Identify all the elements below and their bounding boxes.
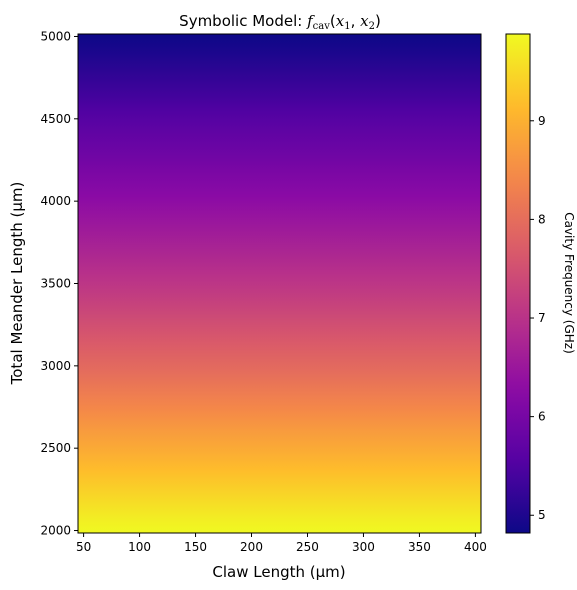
colorbar-tick-label: 6 (538, 410, 546, 424)
x-tick-label: 300 (352, 540, 375, 554)
x-axis-label: Claw Length (µm) (212, 563, 345, 581)
x-tick-label: 400 (464, 540, 487, 554)
colorbar-label: Cavity Frequency (GHz) (562, 212, 576, 354)
y-tick-label: 2500 (40, 441, 71, 455)
colorbar-tick-label: 9 (538, 114, 546, 128)
colorbar-tick-label: 5 (538, 508, 546, 522)
y-tick-label: 3500 (40, 277, 71, 291)
heatmap-area (78, 34, 481, 533)
y-axis: 2000 2500 3000 3500 4000 4500 5000 (40, 29, 78, 538)
x-tick-label: 200 (240, 540, 263, 554)
x-tick-label: 250 (296, 540, 319, 554)
colorbar-frame (505, 33, 531, 534)
x-axis: 50 100 150 200 250 300 350 400 (76, 533, 487, 554)
y-axis-label: Total Meander Length (µm) (8, 182, 26, 386)
chart-title: Symbolic Model: fcav(x1, x2) (179, 12, 381, 32)
y-tick-label: 4500 (40, 112, 71, 126)
x-tick-label: 150 (184, 540, 207, 554)
colorbar (506, 34, 530, 533)
y-tick-label: 4000 (40, 194, 71, 208)
x-tick-label: 350 (408, 540, 431, 554)
colorbar-axis: 5 6 7 8 9 (530, 114, 546, 522)
y-tick-label: 2000 (40, 524, 71, 538)
colorbar-tick-label: 8 (538, 212, 546, 226)
colorbar-tick-label: 7 (538, 311, 546, 325)
x-tick-label: 100 (128, 540, 151, 554)
y-tick-label: 3000 (40, 359, 71, 373)
x-tick-label: 50 (76, 540, 91, 554)
y-tick-label: 5000 (40, 29, 71, 43)
